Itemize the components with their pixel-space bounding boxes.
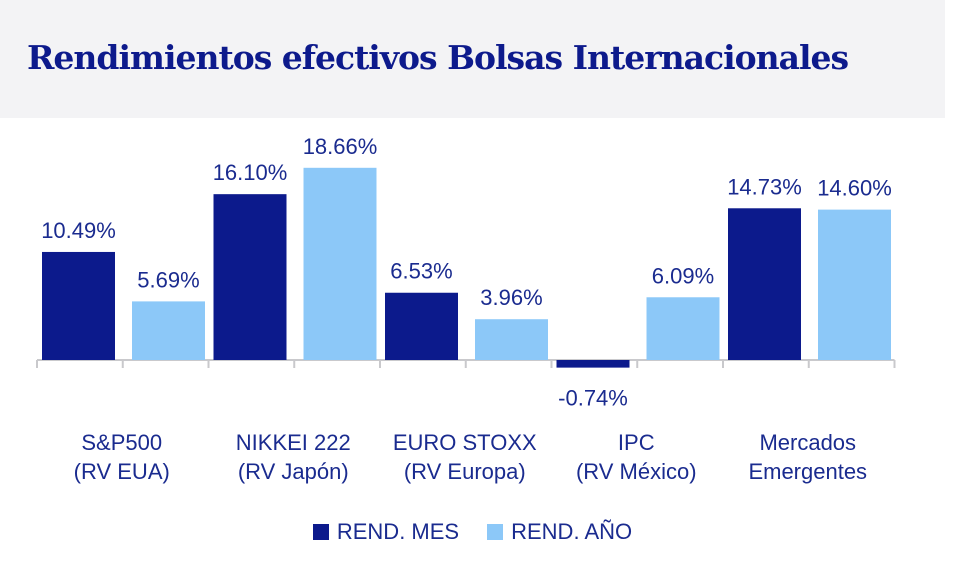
data-label-anio-3: 6.09%: [652, 263, 714, 288]
category-label-3-line-1: (RV México): [576, 459, 697, 484]
bar-mes-0: [42, 251, 115, 360]
legend-item-mes: REND. MES: [312, 519, 460, 545]
category-label-0-line-0: S&P500: [81, 430, 162, 455]
bar-anio-3: [646, 297, 720, 360]
data-label-anio-2: 3.96%: [480, 285, 542, 310]
bar-anio-1: [303, 167, 377, 360]
category-label-1-line-0: NIKKEI 222: [236, 430, 351, 455]
bar-mes-1: [213, 194, 287, 360]
chart-title: Rendimientos efectivos Bolsas Internacio…: [27, 38, 849, 77]
data-label-anio-0: 5.69%: [137, 267, 199, 292]
bar-anio-2: [475, 319, 548, 360]
legend: REND. MES REND. AÑO: [0, 519, 945, 545]
data-label-anio-4: 14.60%: [817, 176, 892, 201]
legend-label-anio: REND. AÑO: [511, 519, 633, 544]
bar-mes-4: [728, 208, 801, 360]
legend-item-anio: REND. AÑO: [487, 519, 632, 545]
data-label-mes-4: 14.73%: [727, 174, 802, 199]
category-label-0-line-1: (RV EUA): [74, 459, 170, 484]
legend-swatch-mes: [312, 524, 329, 540]
data-label-anio-1: 18.66%: [303, 134, 378, 159]
data-label-mes-1: 16.10%: [213, 160, 288, 185]
data-label-mes-0: 10.49%: [41, 218, 116, 243]
bar-mes-2: [385, 292, 458, 360]
category-label-2-line-0: EURO STOXX: [393, 430, 537, 455]
category-label-2-line-1: (RV Europa): [404, 459, 526, 484]
legend-swatch-anio: [487, 524, 504, 540]
data-label-mes-2: 6.53%: [390, 259, 452, 284]
bar-anio-4: [818, 209, 891, 360]
category-label-1-line-1: (RV Japón): [238, 459, 349, 484]
category-label-4-line-1: Emergentes: [748, 459, 867, 484]
bar-anio-0: [132, 301, 205, 360]
category-label-3-line-0: IPC: [618, 430, 655, 455]
legend-label-mes: REND. MES: [336, 519, 460, 544]
bar-mes-3: [556, 360, 630, 368]
data-label-mes-3: -0.74%: [558, 386, 628, 411]
category-label-4-line-0: Mercados: [759, 430, 856, 455]
